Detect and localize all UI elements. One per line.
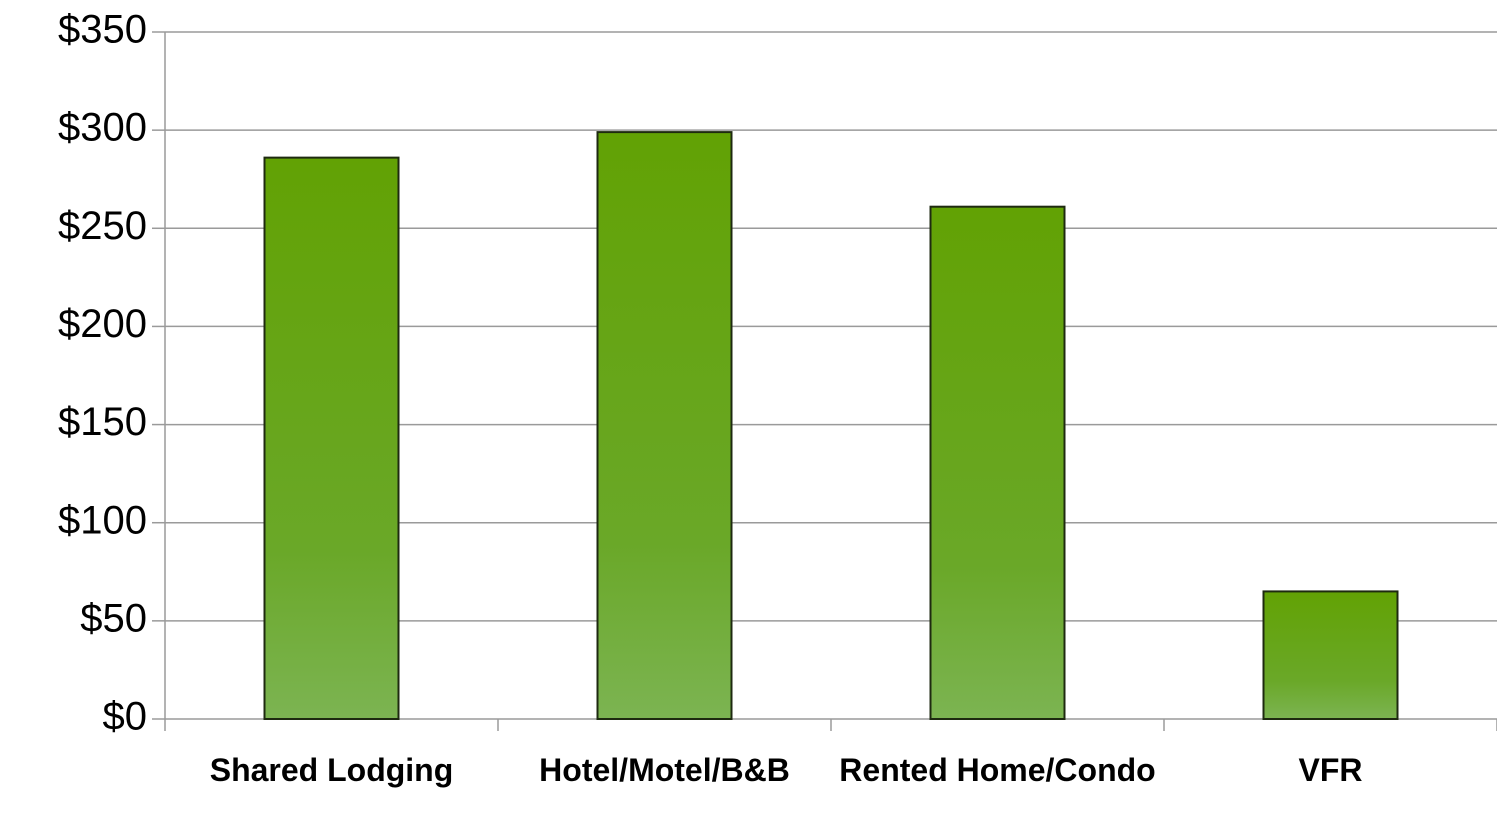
y-tick-label: $100	[58, 498, 147, 542]
x-tick-label: Shared Lodging	[209, 752, 454, 788]
bar	[596, 131, 733, 720]
y-tick-label: $0	[103, 695, 148, 739]
x-tick-label: VFR	[1298, 752, 1363, 788]
y-tick-label: $150	[58, 400, 147, 444]
y-tick-label: $50	[80, 596, 147, 640]
y-tick-label: $250	[58, 204, 147, 248]
x-tick-label: Rented Home/Condo	[839, 752, 1156, 788]
bar	[263, 156, 400, 720]
x-tick-label: Hotel/Motel/B&B	[539, 752, 790, 788]
y-tick-label: $200	[58, 302, 147, 346]
y-tick-label: $300	[58, 106, 147, 150]
bar	[1262, 590, 1399, 721]
y-tick-label: $350	[58, 8, 147, 52]
bar	[929, 205, 1066, 721]
